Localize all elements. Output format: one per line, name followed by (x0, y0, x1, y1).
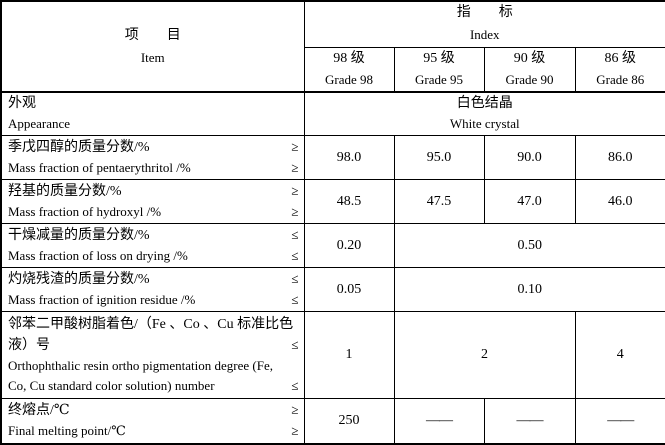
item-label-en: Mass fraction of pentaerythritol /% (8, 158, 191, 178)
header-item: 项 目 Item (1, 1, 304, 92)
spec-symbol: ≤ (288, 246, 298, 266)
grade-98-en: Grade 98 (305, 69, 394, 90)
value-cell: 0.05 (304, 268, 394, 312)
value-cell-merged: 2 (394, 312, 575, 399)
grade-90-en: Grade 90 (485, 69, 575, 90)
spec-symbol: ≥ (288, 400, 298, 420)
item-label-zh-line2: 液）号 (8, 336, 50, 356)
item-final-melting-point: 终熔点/℃ ≥ Final melting point/℃ ≥ (1, 399, 304, 444)
row-appearance: 外观 Appearance 白色结晶 White crystal (1, 92, 665, 136)
header-index: 指 标 Index (304, 1, 665, 47)
header-row-index: 项 目 Item 指 标 Index (1, 1, 665, 47)
item-hydroxyl: 羟基的质量分数/% ≥ Mass fraction of hydroxyl /% ≥ (1, 180, 304, 224)
value-cell: 95.0 (394, 136, 484, 180)
row-ignition-residue: 灼烧残渣的质量分数/% ≤ Mass fraction of ignition r… (1, 268, 665, 312)
spec-symbol: ≤ (288, 225, 298, 245)
item-label-en: Mass fraction of ignition residue /% (8, 290, 195, 310)
spec-symbol: ≥ (288, 202, 298, 222)
value-cell: 90.0 (484, 136, 575, 180)
value-cell: 48.5 (304, 180, 394, 224)
item-appearance: 外观 Appearance (1, 92, 304, 136)
header-index-en: Index (305, 24, 665, 46)
value-cell-merged: 0.10 (394, 268, 665, 312)
header-item-en: Item (2, 47, 304, 69)
item-label-en: Mass fraction of hydroxyl /% (8, 202, 161, 222)
item-label-zh: 羟基的质量分数/% (8, 182, 122, 202)
item-label-en: Final melting point/℃ (8, 421, 126, 441)
header-grade-98: 98 级 Grade 98 (304, 47, 394, 92)
item-label-en-line1: Orthophthalic resin ortho pigmentation d… (8, 356, 273, 376)
spec-symbol: ≤ (288, 335, 298, 355)
value-en: White crystal (305, 114, 665, 134)
value-cell: 98.0 (304, 136, 394, 180)
item-loss-on-drying: 干燥减量的质量分数/% ≤ Mass fraction of loss on dr… (1, 224, 304, 268)
item-label-zh: 灼烧残渣的质量分数/% (8, 270, 150, 290)
value-cell: 46.0 (575, 180, 665, 224)
spec-symbol: ≤ (288, 376, 298, 396)
row-pentaerythritol: 季戊四醇的质量分数/% ≥ Mass fraction of pentaeryth… (1, 136, 665, 180)
value-cell-dash: —— (484, 399, 575, 444)
value-cell-dash: —— (394, 399, 484, 444)
row-pigmentation: 邻苯二甲酸树脂着色/（Fe 、Co 、Cu 标准比色 液）号 ≤ Orthopht… (1, 312, 665, 399)
header-grade-95: 95 级 Grade 95 (394, 47, 484, 92)
header-grade-86: 86 级 Grade 86 (575, 47, 665, 92)
spec-symbol: ≥ (288, 181, 298, 201)
spec-symbol: ≤ (288, 269, 298, 289)
header-item-zh: 项 目 (2, 25, 304, 47)
value-appearance: 白色结晶 White crystal (304, 92, 665, 136)
item-label-zh: 终熔点/℃ (8, 401, 70, 421)
item-pigmentation: 邻苯二甲酸树脂着色/（Fe 、Co 、Cu 标准比色 液）号 ≤ Orthopht… (1, 312, 304, 399)
spec-symbol: ≥ (288, 158, 298, 178)
item-ignition-residue: 灼烧残渣的质量分数/% ≤ Mass fraction of ignition r… (1, 268, 304, 312)
value-cell: 86.0 (575, 136, 665, 180)
header-grade-90: 90 级 Grade 90 (484, 47, 575, 92)
item-label-en-line2: Co, Cu standard color solution) number (8, 376, 215, 396)
item-label-zh-line1: 邻苯二甲酸树脂着色/（Fe 、Co 、Cu 标准比色 (8, 315, 293, 335)
spec-symbol: ≥ (288, 137, 298, 157)
header-index-zh: 指 标 (305, 2, 665, 24)
value-cell: 47.5 (394, 180, 484, 224)
grade-98-zh: 98 级 (305, 48, 394, 69)
grade-90-zh: 90 级 (485, 48, 575, 69)
grade-95-en: Grade 95 (395, 69, 484, 90)
spec-symbol: ≥ (288, 421, 298, 441)
value-cell: 0.20 (304, 224, 394, 268)
item-pentaerythritol: 季戊四醇的质量分数/% ≥ Mass fraction of pentaeryth… (1, 136, 304, 180)
grade-86-zh: 86 级 (576, 48, 665, 69)
value-zh: 白色结晶 (305, 94, 665, 114)
grade-95-zh: 95 级 (395, 48, 484, 69)
item-label-zh: 季戊四醇的质量分数/% (8, 138, 150, 158)
item-label-en: Mass fraction of loss on drying /% (8, 246, 188, 266)
value-cell: 47.0 (484, 180, 575, 224)
grade-86-en: Grade 86 (576, 69, 665, 90)
value-cell: 4 (575, 312, 665, 399)
row-hydroxyl: 羟基的质量分数/% ≥ Mass fraction of hydroxyl /% ≥… (1, 180, 665, 224)
value-cell-merged: 0.50 (394, 224, 665, 268)
row-final-melting-point: 终熔点/℃≥ Final melting point/℃≥ 250 —— —— … (1, 399, 665, 444)
row-loss-on-drying: 干燥减量的质量分数/% ≤ Mass fraction of loss on dr… (1, 224, 665, 268)
item-label-zh: 外观 (8, 94, 36, 114)
value-cell: 250 (304, 399, 394, 444)
item-label-zh: 干燥减量的质量分数/% (8, 226, 150, 246)
value-cell-dash: —— (575, 399, 665, 444)
item-label-en: Appearance (8, 114, 70, 134)
value-cell: 1 (304, 312, 394, 399)
spec-symbol: ≤ (288, 290, 298, 310)
